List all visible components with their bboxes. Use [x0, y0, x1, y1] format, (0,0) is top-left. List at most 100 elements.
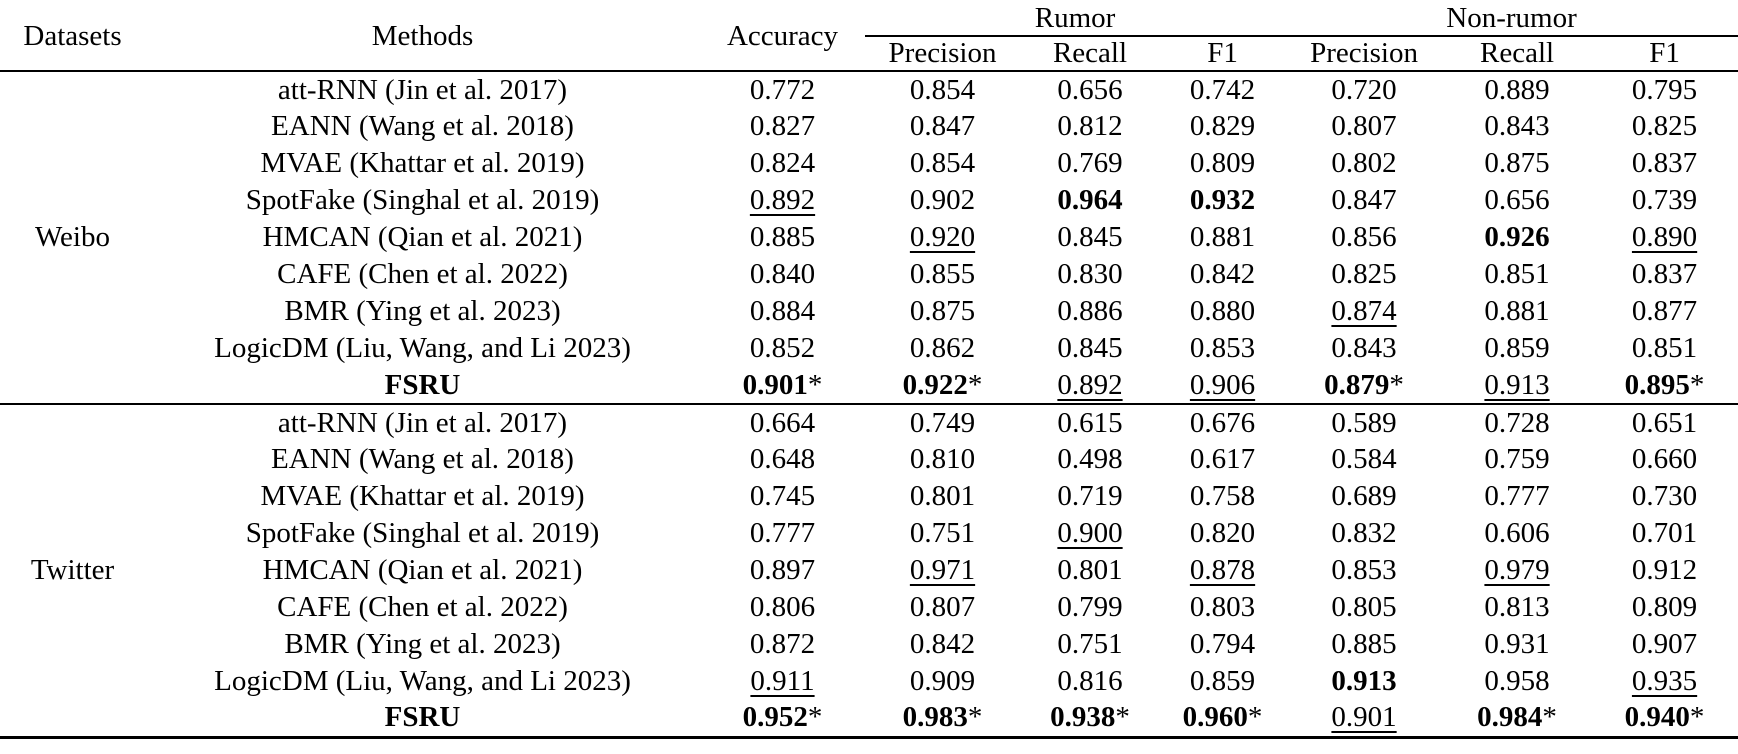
metric-number: 0.859: [1484, 332, 1550, 364]
metric-number: 0.913: [1331, 665, 1397, 697]
metric-value: 0.842: [865, 626, 1020, 663]
metric-value: 0.940*: [1591, 700, 1738, 737]
metric-value: 0.852: [700, 330, 865, 367]
metric-number: 0.983: [902, 701, 968, 734]
significance-star: *: [967, 368, 983, 401]
metric-number: 0.875: [909, 295, 976, 327]
metric-number: 0.902: [909, 184, 976, 216]
metric-value: 0.901*: [700, 367, 865, 404]
metric-value: 0.958: [1443, 663, 1591, 700]
metric-value: 0.912: [1591, 552, 1738, 589]
metric-value: 0.615: [1020, 403, 1160, 441]
metric-value: 0.749: [865, 403, 1020, 441]
table-row: Twitter att-RNN (Jin et al. 2017) 0.664 0.7…: [0, 403, 1738, 737]
metric-value: 0.881: [1160, 219, 1285, 256]
metric-value: 0.832: [1285, 515, 1443, 552]
metric-number: 0.847: [909, 110, 976, 142]
metric-number: 0.906: [1189, 368, 1256, 401]
metric-value: 0.935: [1591, 663, 1738, 700]
metric-number: 0.801: [909, 480, 976, 512]
table-row: LogicDM (Liu, Wang, and Li 2023) 0.911 0.9…: [0, 663, 1738, 700]
method-name: FSRU: [384, 368, 461, 401]
metric-value: 0.772: [700, 71, 865, 108]
metric-number: 0.656: [1057, 73, 1123, 106]
metric-number: 0.879: [1324, 368, 1390, 401]
metric-number: 0.852: [749, 332, 816, 364]
metric-value: 0.862: [865, 330, 1020, 367]
metric-value: 0.676: [1160, 403, 1286, 441]
metric-value: 0.606: [1443, 515, 1591, 552]
table-row: FSRU 0.952* 0.983* 0.938* 0.960* 0.901 0.984* 0…: [0, 700, 1738, 737]
metric-value: 0.853: [1160, 330, 1285, 367]
metric-value: 0.845: [1020, 219, 1160, 256]
metric-number: 0.825: [1631, 110, 1698, 142]
metric-number: 0.845: [1057, 221, 1123, 253]
metric-value: 0.759: [1443, 441, 1591, 478]
metric-value: 0.664: [700, 403, 865, 441]
metric-value: 0.922*: [865, 367, 1020, 404]
col-header-accuracy: Accuracy: [726, 19, 839, 52]
metric-number: 0.606: [1484, 517, 1550, 549]
method-name: MVAE (Khattar et al. 2019): [260, 480, 585, 512]
metric-number: 0.795: [1631, 73, 1698, 106]
significance-star: *: [1389, 368, 1404, 401]
metric-value: 0.719: [1020, 478, 1160, 515]
metric-number: 0.825: [1331, 258, 1397, 290]
metric-number: 0.769: [1057, 147, 1123, 179]
metric-number: 0.498: [1057, 443, 1123, 475]
metric-value: 0.897: [700, 552, 865, 589]
metric-value: 0.820: [1160, 515, 1285, 552]
metric-number: 0.701: [1631, 517, 1698, 549]
metric-number: 0.809: [1189, 147, 1256, 179]
metric-value: 0.730: [1591, 478, 1738, 515]
metric-value: 0.794: [1160, 626, 1285, 663]
metric-value: 0.911: [700, 663, 865, 700]
metric-value: 0.872: [700, 626, 865, 663]
metric-number: 0.842: [1189, 258, 1256, 290]
metric-number: 0.886: [1057, 295, 1123, 327]
metric-number: 0.889: [1484, 73, 1550, 106]
metric-number: 0.897: [749, 554, 816, 586]
metric-value: 0.809: [1591, 589, 1738, 626]
table-row: MVAE (Khattar et al. 2019) 0.745 0.801 0.71…: [0, 478, 1738, 515]
metric-number: 0.751: [1057, 628, 1123, 660]
metric-number: 0.938: [1050, 701, 1116, 734]
metric-number: 0.584: [1331, 443, 1397, 475]
metric-number: 0.730: [1631, 480, 1698, 512]
metric-value: 0.854: [865, 145, 1020, 182]
table-row: BMR (Ying et al. 2023) 0.884 0.875 0.886 0.8…: [0, 293, 1738, 330]
metric-value: 0.827: [700, 108, 865, 145]
metric-value: 0.806: [700, 589, 865, 626]
metric-number: 0.615: [1057, 406, 1123, 439]
metric-value: 0.825: [1285, 256, 1443, 293]
metric-number: 0.772: [749, 73, 816, 106]
metric-value: 0.907: [1591, 626, 1738, 663]
metric-value: 0.892: [700, 182, 865, 219]
significance-star: *: [1689, 368, 1705, 401]
metric-value: 0.920: [865, 219, 1020, 256]
metric-number: 0.892: [749, 184, 816, 216]
metric-number: 0.801: [1057, 554, 1123, 586]
col-header-nonrumor-precision: Precision: [1310, 37, 1418, 69]
metric-value: 0.813: [1443, 589, 1591, 626]
dataset-label: Twitter: [0, 403, 145, 737]
metric-number: 0.660: [1631, 443, 1698, 475]
header-sub-row: Precision Recall F1 Precision Recall F1: [0, 36, 1738, 71]
metric-value: 0.728: [1443, 403, 1592, 441]
metric-number: 0.932: [1189, 184, 1256, 216]
metric-number: 0.829: [1189, 110, 1256, 142]
metric-value: 0.952*: [700, 700, 865, 737]
metric-number: 0.881: [1189, 221, 1256, 253]
metric-value: 0.799: [1020, 589, 1160, 626]
metric-value: 0.802: [1285, 145, 1443, 182]
metric-value: 0.875: [1443, 145, 1591, 182]
metric-value: 0.913: [1443, 367, 1591, 404]
metric-value: 0.900: [1020, 515, 1160, 552]
metric-value: 0.651: [1591, 403, 1738, 441]
metric-value: 0.984*: [1443, 700, 1591, 737]
metric-value: 0.742: [1160, 71, 1285, 108]
metric-number: 0.837: [1631, 147, 1698, 179]
metric-number: 0.909: [909, 665, 976, 697]
col-header-nonrumor-f1: F1: [1649, 37, 1680, 69]
metric-number: 0.855: [909, 258, 976, 290]
